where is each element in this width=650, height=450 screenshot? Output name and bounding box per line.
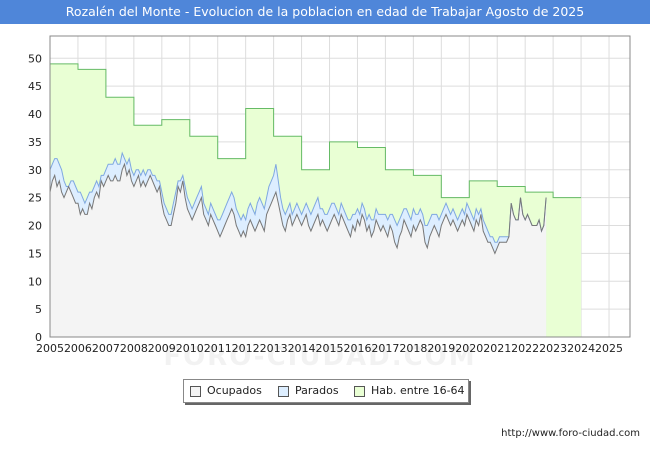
y-tick-label-0: 0 xyxy=(35,331,42,344)
y-tick-label-20: 20 xyxy=(28,220,42,233)
legend-swatch-ocupados xyxy=(190,386,201,397)
legend-swatch-hab xyxy=(354,386,365,397)
x-tick-label-2010: 2010 xyxy=(176,342,204,355)
line-ocupados xyxy=(49,162,547,255)
x-tick-label-2020: 2020 xyxy=(455,342,483,355)
y-tick-label-50: 50 xyxy=(28,52,42,65)
legend-item-parados: Parados xyxy=(278,380,358,402)
x-tick-label-2024: 2024 xyxy=(567,342,595,355)
x-tick-label-2023: 2023 xyxy=(539,342,567,355)
x-tick-label-2011: 2011 xyxy=(204,342,232,355)
x-tick-label-2016: 2016 xyxy=(343,342,371,355)
x-tick-label-2018: 2018 xyxy=(399,342,427,355)
y-tick-label-25: 25 xyxy=(28,192,42,205)
x-tick-label-2014: 2014 xyxy=(288,342,316,355)
legend-label-hab: Hab. entre 16-64 xyxy=(371,384,465,397)
x-tick-label-2005: 2005 xyxy=(36,342,64,355)
x-tick-label-2009: 2009 xyxy=(148,342,176,355)
x-tick-label-2022: 2022 xyxy=(511,342,539,355)
source-credit: http://www.foro-ciudad.com xyxy=(501,428,640,439)
y-tick-label-35: 35 xyxy=(28,136,42,149)
x-tick-label-2013: 2013 xyxy=(260,342,288,355)
legend-label-ocupados: Ocupados xyxy=(207,384,262,397)
y-tick-label-15: 15 xyxy=(28,247,42,260)
watermark: FORO-CIUDAD.COM xyxy=(163,342,477,372)
y-tick-labels: 0 5 10 15 20 25 30 35 40 45 50 xyxy=(28,52,42,344)
x-tick-labels: 2005 2006 2007 2008 2009 2010 2011 2012 2013 2014… xyxy=(36,342,623,355)
line-hab xyxy=(50,63,582,199)
legend: Ocupados Parados Hab. entre 16-64 xyxy=(183,379,469,403)
legend-label-parados: Parados xyxy=(295,384,339,397)
area-series xyxy=(49,63,582,338)
y-tick-label-30: 30 xyxy=(28,164,42,177)
y-tick-label-5: 5 xyxy=(35,303,42,316)
legend-item-hab: Hab. entre 16-64 xyxy=(354,380,465,402)
line-parados xyxy=(49,151,547,243)
legend-item-ocupados: Ocupados xyxy=(190,380,270,402)
y-tick-label-40: 40 xyxy=(28,108,42,121)
x-tick-label-2012: 2012 xyxy=(232,342,260,355)
y-tick-label-10: 10 xyxy=(28,275,42,288)
x-tick-label-2007: 2007 xyxy=(92,342,120,355)
area-ocupados xyxy=(50,164,547,337)
x-tick-label-2025: 2025 xyxy=(595,342,623,355)
plot-area-border xyxy=(49,35,631,338)
chart-title: Rozalén del Monte - Evolucion de la pobl… xyxy=(65,4,585,19)
x-tick-label-2019: 2019 xyxy=(427,342,455,355)
x-tick-label-2015: 2015 xyxy=(316,342,344,355)
x-tick-label-2006: 2006 xyxy=(64,342,92,355)
title-bar xyxy=(0,0,650,24)
legend-swatch-parados xyxy=(278,386,289,397)
y-tick-label-45: 45 xyxy=(28,80,42,93)
x-tick-label-2021: 2021 xyxy=(483,342,511,355)
x-tick-label-2008: 2008 xyxy=(120,342,148,355)
x-tick-label-2017: 2017 xyxy=(371,342,399,355)
